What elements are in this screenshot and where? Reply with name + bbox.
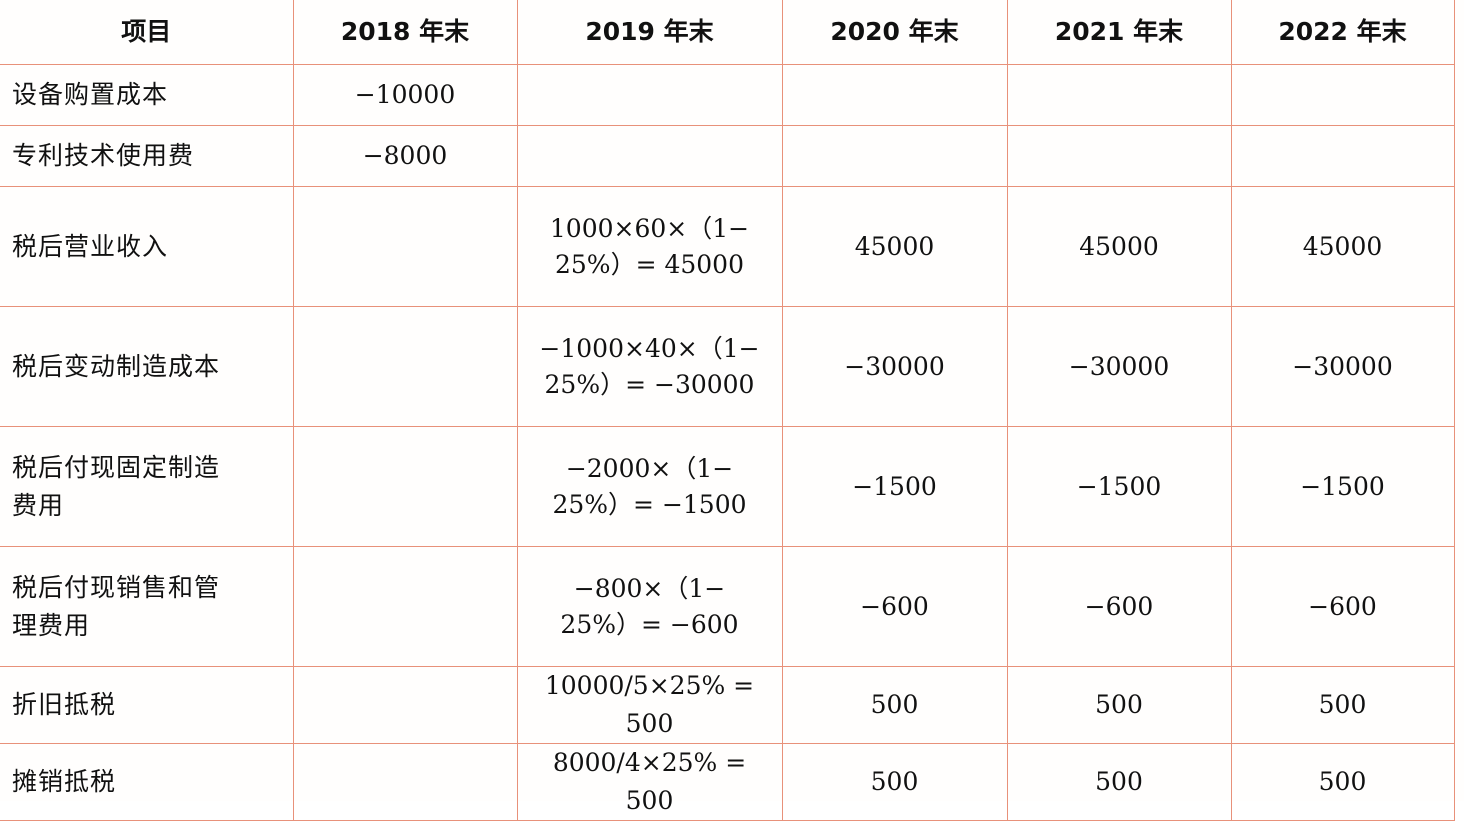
header-cell-2022: 2022 年末 xyxy=(1230,0,1455,65)
row-label: 税后付现固定制造 费用 xyxy=(0,426,294,547)
cell-2019 xyxy=(516,125,783,187)
row-label: 专利技术使用费 xyxy=(0,125,294,187)
formula-line-1: −2000×（1− xyxy=(565,453,734,483)
cell-2020: 500 xyxy=(781,666,1008,744)
cell-2021: 500 xyxy=(1006,666,1232,744)
table-row: 税后付现固定制造 费用 −2000×（1− 25%）= −1500 −1500 … xyxy=(0,426,1455,547)
cell-2020: 45000 xyxy=(781,186,1008,307)
formula-line-2: 25%）= −1500 xyxy=(552,489,747,519)
formula-line-2: 25%）= −30000 xyxy=(544,369,755,399)
cell-2018 xyxy=(292,426,518,547)
header-cell-2019: 2019 年末 xyxy=(516,0,783,65)
row-label: 税后付现销售和管 理费用 xyxy=(0,546,294,667)
cell-2018: −8000 xyxy=(292,125,518,187)
cell-2018 xyxy=(292,666,518,744)
formula-line-1: −800×（1− xyxy=(573,573,726,603)
cell-2022: −1500 xyxy=(1230,426,1455,547)
cell-2020: −30000 xyxy=(781,306,1008,427)
cell-2018 xyxy=(292,186,518,307)
cell-2021 xyxy=(1006,125,1232,187)
formula-line-1: −1000×40×（1− xyxy=(539,333,760,363)
header-cell-2020: 2020 年末 xyxy=(781,0,1008,65)
cell-2021 xyxy=(1006,64,1232,126)
cell-2018 xyxy=(292,743,518,821)
cell-2022: 500 xyxy=(1230,666,1455,744)
cell-2019: 10000/5×25% = 500 xyxy=(516,666,783,744)
row-label: 税后变动制造成本 xyxy=(0,306,294,427)
cell-2019: 8000/4×25% = 500 xyxy=(516,743,783,821)
cell-2019-formula: −2000×（1− 25%）= −1500 xyxy=(516,426,783,547)
cell-2022: −600 xyxy=(1230,546,1455,667)
row-label: 折旧抵税 xyxy=(0,666,294,744)
formula-line-2: 25%）= 45000 xyxy=(555,249,744,279)
cell-2019-formula: −800×（1− 25%）= −600 xyxy=(516,546,783,667)
cell-2019-formula: −1000×40×（1− 25%）= −30000 xyxy=(516,306,783,427)
row-label: 设备购置成本 xyxy=(0,64,294,126)
cell-2022 xyxy=(1230,125,1455,187)
cell-2018 xyxy=(292,546,518,667)
table-row: 税后变动制造成本 −1000×40×（1− 25%）= −30000 −3000… xyxy=(0,306,1455,427)
row-label: 税后营业收入 xyxy=(0,186,294,307)
cell-2022 xyxy=(1230,64,1455,126)
table-row: 摊销抵税 8000/4×25% = 500 500 500 500 xyxy=(0,743,1455,821)
cell-2019-formula: 1000×60×（1− 25%）= 45000 xyxy=(516,186,783,307)
table-row: 税后营业收入 1000×60×（1− 25%）= 45000 45000 450… xyxy=(0,186,1455,307)
row-label-line-1: 税后付现销售和管 xyxy=(12,572,221,602)
header-cell-2021: 2021 年末 xyxy=(1006,0,1232,65)
table-row: 税后付现销售和管 理费用 −800×（1− 25%）= −600 −600 −6… xyxy=(0,546,1455,667)
cell-2020: 500 xyxy=(781,743,1008,821)
table-row: 设备购置成本 −10000 xyxy=(0,64,1455,126)
cell-2022: 45000 xyxy=(1230,186,1455,307)
cell-2021: −30000 xyxy=(1006,306,1232,427)
row-label-line-2: 费用 xyxy=(12,490,65,520)
formula-line-1: 1000×60×（1− xyxy=(549,213,750,243)
row-label-line-2: 理费用 xyxy=(12,610,91,640)
cell-2021: −600 xyxy=(1006,546,1232,667)
table-row: 折旧抵税 10000/5×25% = 500 500 500 500 xyxy=(0,666,1455,744)
header-cell-item: 项目 xyxy=(0,0,294,65)
cell-2020: −1500 xyxy=(781,426,1008,547)
table-row: 专利技术使用费 −8000 xyxy=(0,125,1455,187)
cell-2020: −600 xyxy=(781,546,1008,667)
cell-2022: 500 xyxy=(1230,743,1455,821)
cell-2018 xyxy=(292,306,518,427)
table-header-row: 项目 2018 年末 2019 年末 2020 年末 2021 年末 2022 … xyxy=(0,0,1455,65)
cell-2021: 500 xyxy=(1006,743,1232,821)
cell-2022: −30000 xyxy=(1230,306,1455,427)
cell-2021: 45000 xyxy=(1006,186,1232,307)
formula-line-2: 25%）= −600 xyxy=(560,609,739,639)
cell-2018: −10000 xyxy=(292,64,518,126)
header-cell-2018: 2018 年末 xyxy=(292,0,518,65)
cell-2020 xyxy=(781,64,1008,126)
row-label-line-1: 税后付现固定制造 xyxy=(12,452,221,482)
cell-2021: −1500 xyxy=(1006,426,1232,547)
cell-2019 xyxy=(516,64,783,126)
row-label: 摊销抵税 xyxy=(0,743,294,821)
cell-2020 xyxy=(781,125,1008,187)
